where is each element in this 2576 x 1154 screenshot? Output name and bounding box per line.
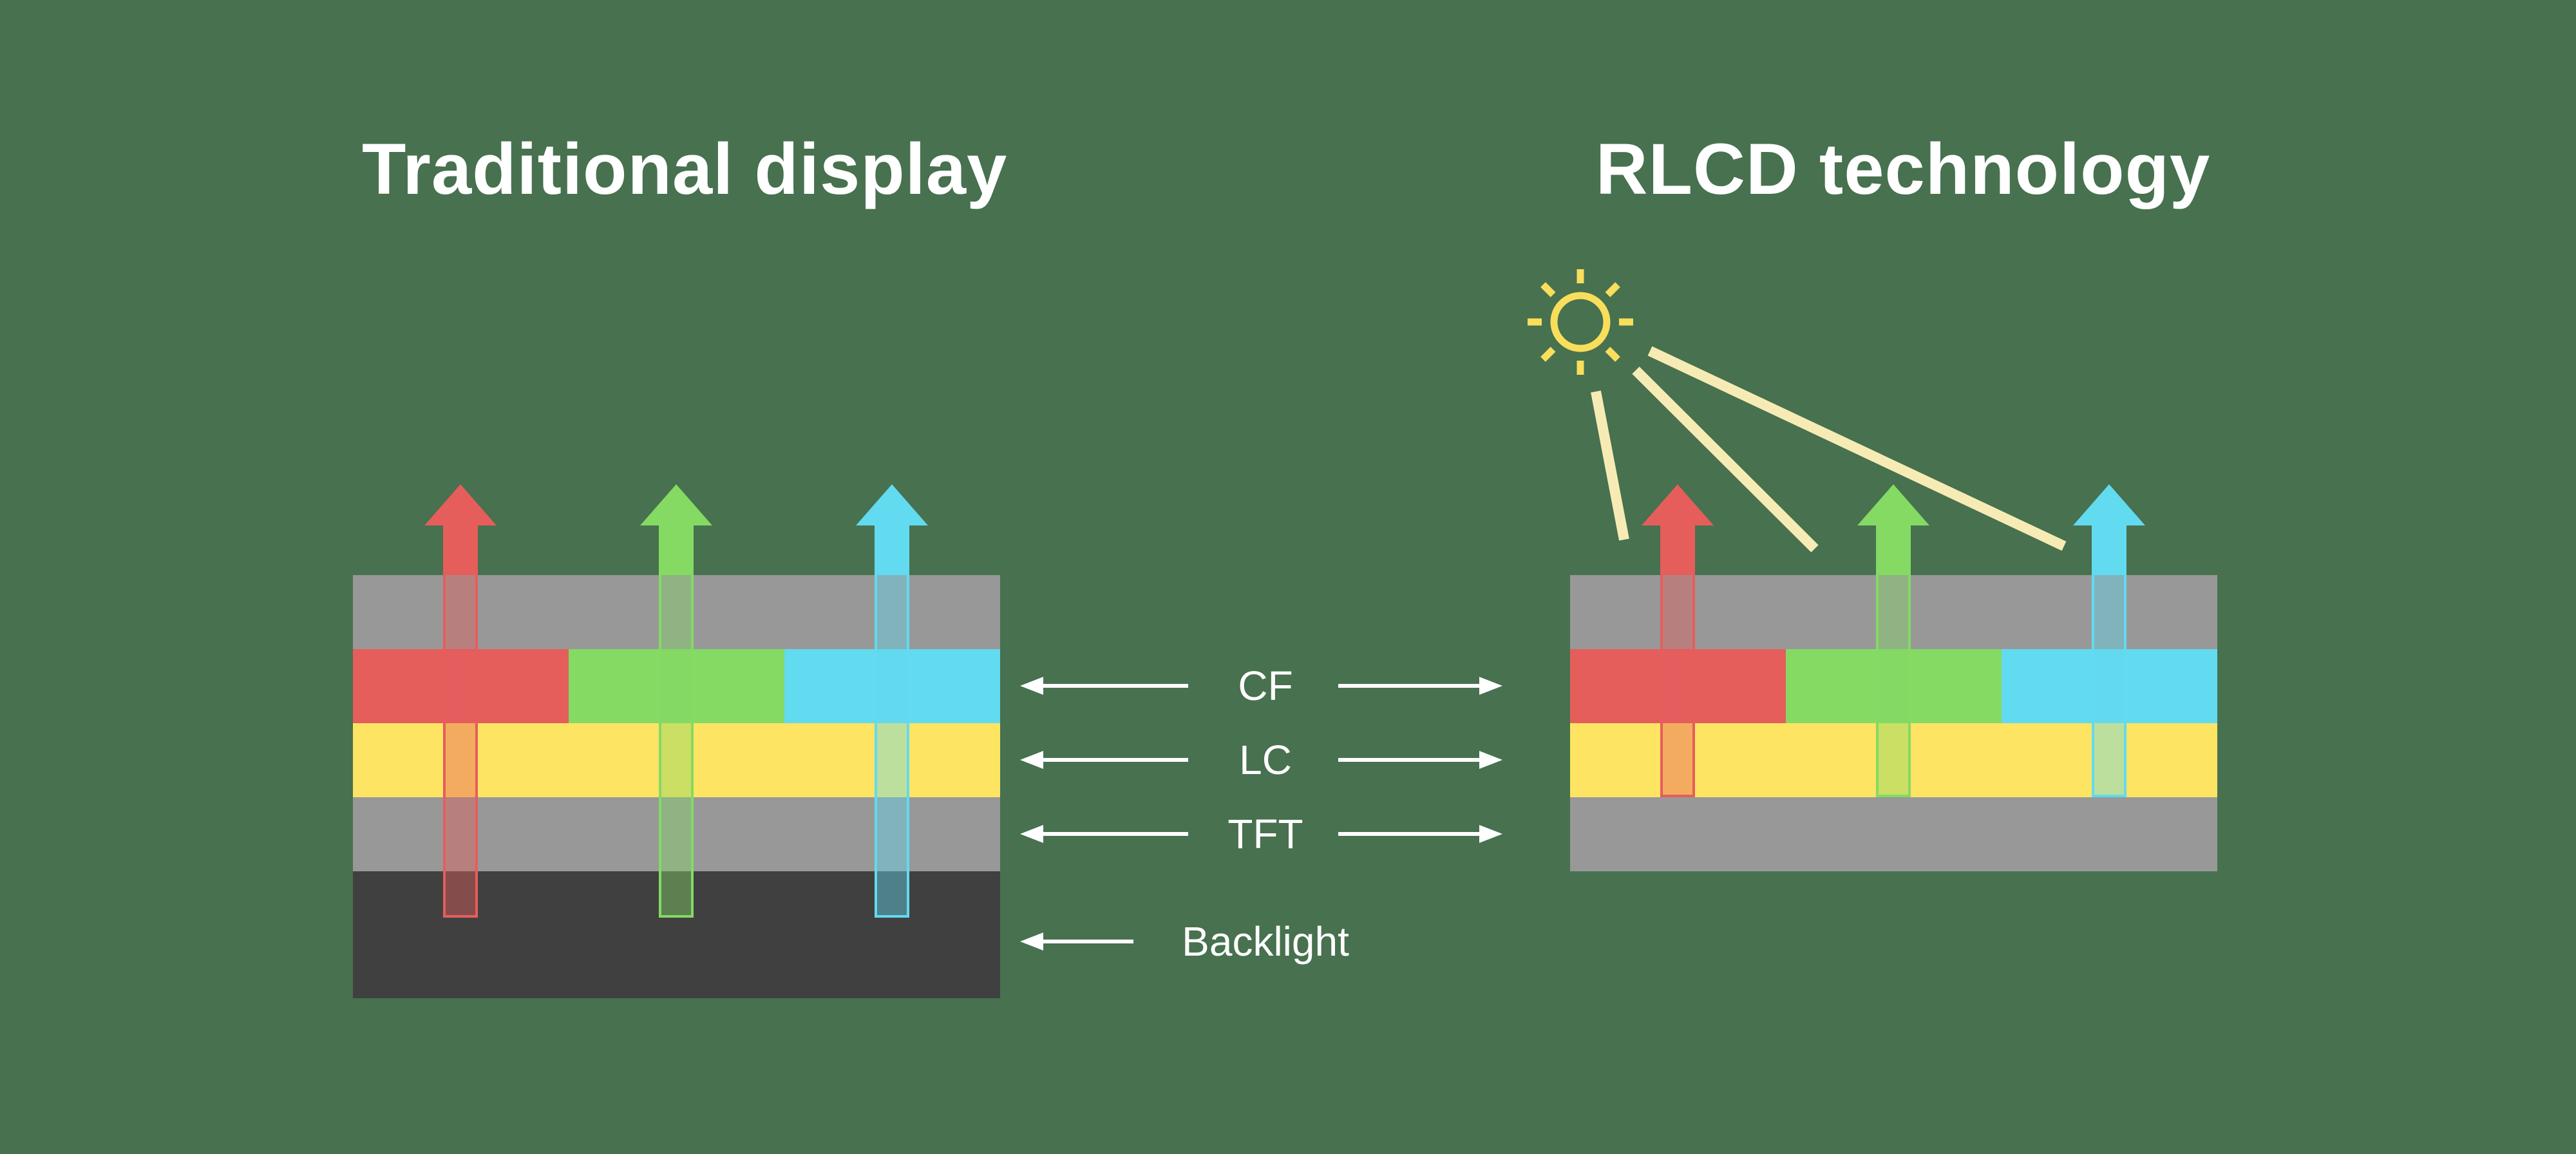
right-red-light-column	[1660, 575, 1695, 797]
left-red-light-column	[443, 575, 478, 918]
backlight-label: Backlight	[1182, 918, 1349, 965]
cf-right-pointing-arrow	[1338, 677, 1502, 695]
lc-label: LC	[1239, 737, 1292, 783]
right-panel-title: RLCD technology	[1595, 129, 2211, 209]
right-blue-light-column	[2092, 575, 2126, 797]
left-blue-up-arrow	[856, 484, 928, 575]
left-green-light-column	[659, 575, 694, 918]
sun-icon	[1528, 269, 1633, 375]
right-green-light-column	[1876, 575, 1911, 797]
cf-left-pointing-arrow	[1020, 677, 1188, 695]
cf-label: CF	[1238, 663, 1293, 709]
tft-left-pointing-arrow	[1020, 825, 1188, 843]
right-red-up-arrow	[1642, 484, 1714, 575]
lc-left-pointing-arrow	[1020, 751, 1188, 769]
sun-beam-3	[1647, 346, 2067, 551]
sunlight-beams	[1591, 346, 2067, 553]
tft-label: TFT	[1227, 811, 1303, 857]
left-panel-title: Traditional display	[362, 129, 1008, 209]
backlight-left-pointing-arrow	[1020, 932, 1133, 951]
lc-right-pointing-arrow	[1338, 751, 1502, 769]
sun-beam-1	[1591, 390, 1629, 541]
left-green-up-arrow	[640, 484, 712, 575]
right-green-up-arrow	[1857, 484, 1929, 575]
right-tft-layer	[1570, 797, 2217, 871]
left-red-up-arrow	[424, 484, 497, 575]
left-blue-light-column	[875, 575, 909, 918]
right-blue-up-arrow	[2073, 484, 2145, 575]
sun-beam-2	[1632, 366, 1819, 553]
tft-right-pointing-arrow	[1338, 825, 1502, 843]
